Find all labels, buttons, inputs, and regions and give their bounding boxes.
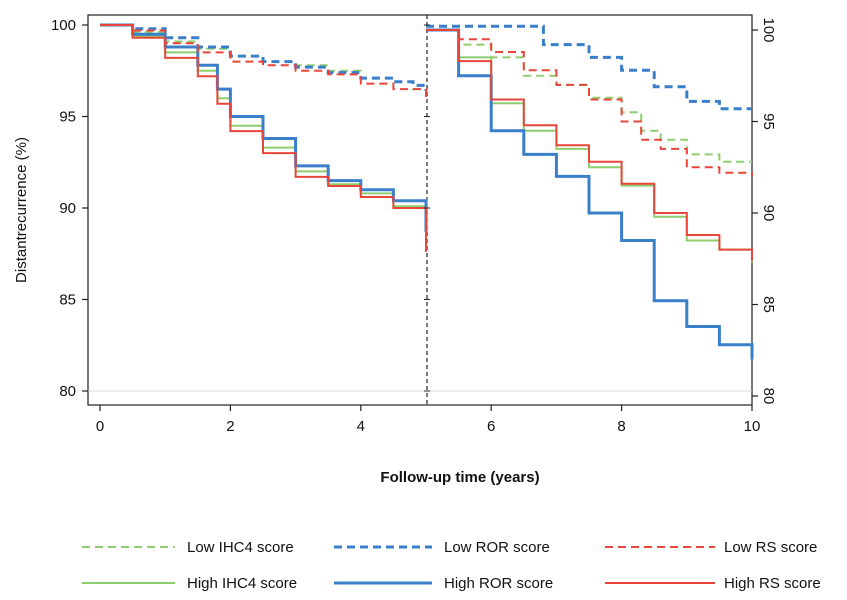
- legend: Low IHC4 score Low ROR score Low RS score H…: [82, 539, 821, 592]
- x-tick-label: 6: [487, 418, 495, 435]
- legend-label-high-ror-score: High ROR score: [444, 575, 553, 592]
- x-tick-label: 2: [226, 418, 234, 435]
- axis-layer: 0 2 4 6 8 10 80 85 90 95 100 80 85 90 95 100: [51, 17, 777, 435]
- y-left-tick-label: 90: [59, 200, 76, 217]
- series-line-low-rs-score-panel-2: [426, 29, 753, 177]
- y-right-tick-label: 85: [760, 296, 777, 313]
- plot-frame: [87, 14, 753, 406]
- legend-label-low-rs-score: Low RS score: [724, 539, 817, 556]
- series-line-low-ihc4-score-panel-2: [426, 29, 752, 163]
- series-line-high-ror-score-panel-1: [100, 23, 428, 232]
- y-left-tick-label: 80: [59, 383, 76, 400]
- series-line-high-rs-score-panel-2: [426, 29, 753, 261]
- series-line-low-ror-score-panel-1: [100, 23, 428, 91]
- y-right-tick-label: 90: [760, 205, 777, 222]
- legend-label-low-ihc4-score: Low IHC4 score: [187, 539, 294, 556]
- x-tick-label: 8: [617, 418, 625, 435]
- x-tick-label: 10: [744, 418, 761, 435]
- legend-label-high-rs-score: High RS score: [724, 575, 821, 592]
- legend-label-high-ihc4-score: High IHC4 score: [187, 575, 297, 592]
- y-left-tick-label: 100: [51, 17, 76, 34]
- legend-label-low-ror-score: Low ROR score: [444, 539, 550, 556]
- series-line-high-rs-score-panel-1: [100, 24, 427, 252]
- y-left-tick-label: 85: [59, 292, 76, 309]
- x-axis-title: Follow-up time (years): [380, 469, 539, 486]
- y-right-tick-label: 95: [760, 113, 777, 130]
- y-left-tick-label: 95: [59, 109, 76, 126]
- y-axis-title: Distantrecurrence (%): [13, 137, 30, 283]
- y-right-tick-label: 100: [760, 17, 777, 42]
- series-layer: [100, 23, 754, 360]
- x-tick-label: 0: [96, 418, 104, 435]
- series-line-low-rs-score-panel-1: [100, 24, 427, 100]
- series-line-high-ror-score-panel-2: [426, 28, 754, 360]
- series-line-low-ror-score-panel-2: [426, 24, 752, 111]
- x-tick-label: 4: [357, 418, 365, 435]
- y-right-tick-label: 80: [760, 388, 777, 405]
